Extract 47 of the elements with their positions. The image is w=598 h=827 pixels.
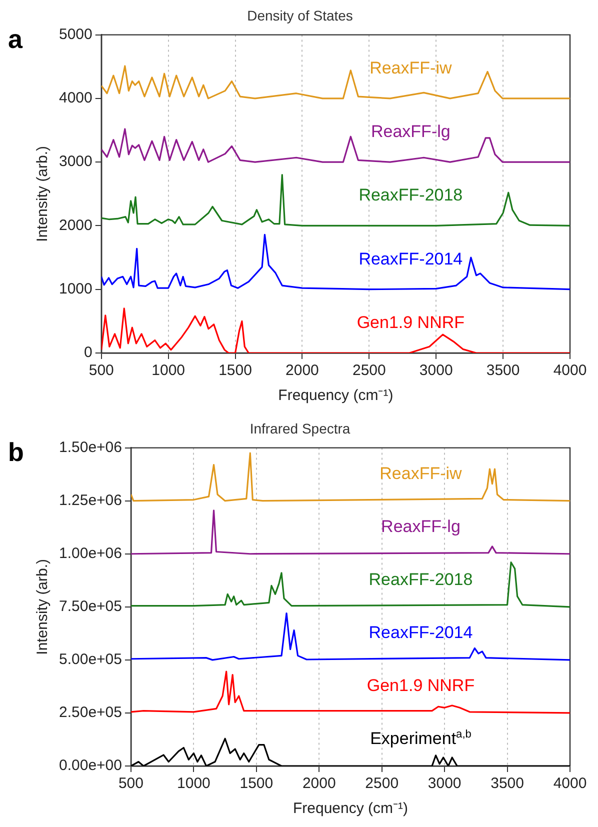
x-axis-title: Frequency (cm⁻¹) xyxy=(278,387,394,404)
y-tick-label: 0 xyxy=(84,344,92,362)
chart-title: Density of States xyxy=(247,7,353,24)
text: a xyxy=(8,24,23,54)
y-tick-label: 0.00e+00 xyxy=(58,757,122,774)
x-tick-label: 3000 xyxy=(419,362,453,380)
x-tick-label: 2500 xyxy=(352,362,386,380)
series-label: ReaxFF-2014 xyxy=(368,623,473,642)
x-tick-label: 3500 xyxy=(486,362,520,380)
series-label: ReaxFF-lg xyxy=(381,516,460,536)
x-tick-label: 500 xyxy=(118,775,144,792)
y-tick-label: 4000 xyxy=(58,90,92,107)
series-label: ReaxFF-iw xyxy=(380,464,463,483)
series-label: ReaxFF-lg xyxy=(370,122,450,141)
x-tick-label: 2500 xyxy=(365,775,399,792)
x-tick-label: 1500 xyxy=(218,362,252,380)
y-tick-label: 1.25e+06 xyxy=(58,492,122,509)
x-tick-label: 4000 xyxy=(553,775,587,792)
series-label: ReaxFF-2018 xyxy=(368,570,473,589)
x-tick-label: 2000 xyxy=(302,775,336,792)
y-tick-label: 7.50e+05 xyxy=(58,598,122,616)
y-tick-label: 5.00e+05 xyxy=(58,651,122,668)
series-label: Gen1.9 NNRF xyxy=(366,676,475,696)
x-tick-label: 1500 xyxy=(240,775,274,792)
x-tick-label: 4000 xyxy=(553,362,587,380)
y-tick-label: 3000 xyxy=(58,153,92,170)
x-tick-label: 3000 xyxy=(428,775,462,792)
y-tick-label: 5000 xyxy=(58,26,92,43)
y-tick-label: 1000 xyxy=(58,280,92,298)
x-tick-label: 3500 xyxy=(490,775,524,792)
y-tick-label: 2000 xyxy=(58,216,92,234)
x-axis-title: Frequency (cm⁻¹) xyxy=(292,800,408,818)
y-axis-title: Intensity (arb.) xyxy=(34,146,52,242)
y-tick-label: 1.50e+06 xyxy=(58,438,122,456)
series-label: ReaxFF-iw xyxy=(370,58,452,78)
x-tick-label: 500 xyxy=(88,362,114,380)
x-tick-label: 2000 xyxy=(286,362,319,380)
text: b xyxy=(8,437,24,467)
series-label: ReaxFF-2014 xyxy=(358,249,463,268)
x-tick-label: 1000 xyxy=(177,775,210,792)
y-tick-label: 1.00e+06 xyxy=(58,545,122,562)
y-tick-label: 2.50e+05 xyxy=(58,704,122,722)
x-tick-label: 1000 xyxy=(152,362,186,380)
series-label: Gen1.9 NNRF xyxy=(356,312,465,332)
y-axis-title: Intensity (arb.) xyxy=(34,558,52,655)
series-label: ReaxFF-2018 xyxy=(358,186,463,205)
chart-title: Infrared Spectra xyxy=(250,420,350,436)
